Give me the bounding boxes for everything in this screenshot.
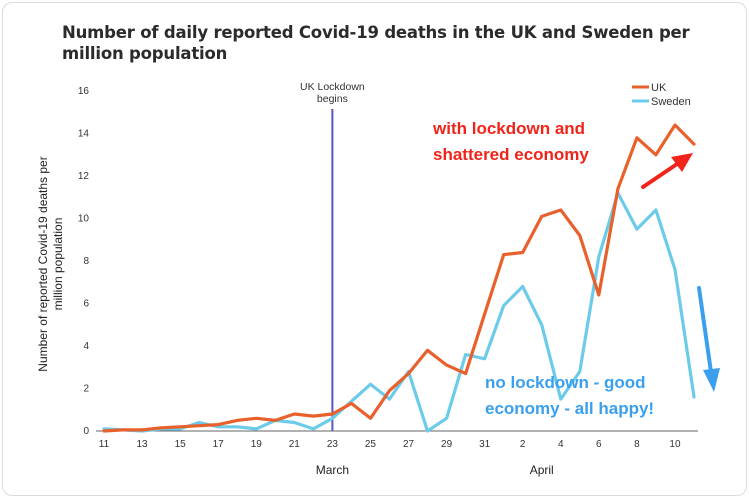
x-tick-label: 10 (669, 439, 681, 450)
x-tick-label: 4 (558, 439, 564, 450)
month-label: April (530, 463, 554, 477)
x-tick-label: 11 (99, 439, 110, 450)
x-tick-label: 19 (251, 439, 263, 450)
x-tick-label: 27 (403, 439, 415, 450)
annotation-blue-line-2: economy - all happy! (485, 399, 655, 418)
x-tick-label: 25 (365, 439, 377, 450)
y-tick-label: 16 (78, 86, 90, 97)
annotation-lockdown-note: with lockdown and shattered economy (433, 116, 589, 168)
x-tick-label: 15 (175, 439, 187, 450)
lockdown-label-line-1: UK Lockdown (300, 81, 365, 93)
y-tick-label: 10 (78, 214, 90, 225)
annotation-red-line-2: shattered economy (433, 145, 589, 164)
x-tick-label: 8 (634, 439, 640, 450)
overlay: UK Sweden (632, 82, 720, 392)
red-arrow-shaft (641, 160, 682, 189)
legend-label-uk: UK (651, 82, 667, 94)
series-line-uk (102, 123, 696, 433)
y-axis-title-line-2: million population (51, 218, 65, 311)
red-arrow-head (671, 153, 693, 172)
lockdown-label-line-2: begins (317, 93, 348, 105)
blue-arrow-head (703, 368, 720, 392)
x-tick-label: 29 (441, 439, 453, 450)
x-tick-label: 2 (520, 439, 526, 450)
y-tick-label: 0 (83, 426, 89, 437)
blue-arrow-shaft (697, 286, 713, 374)
y-tick-label: 6 (83, 299, 89, 310)
x-tick-label: 23 (327, 439, 339, 450)
y-tick-label: 4 (83, 341, 89, 352)
x-tick-label: 6 (596, 439, 602, 450)
x-tick-label: 13 (137, 439, 149, 450)
y-tick-label: 14 (78, 129, 90, 140)
chart-title: Number of daily reported Covid-19 deaths… (62, 23, 690, 63)
y-tick-label: 8 (83, 256, 89, 267)
axes: 0 2 4 6 8 10 12 14 16 11 13 15 17 19 21 23 25 27 29 31 2 4 6 8 1… (36, 86, 698, 477)
x-tick-label: 17 (213, 439, 225, 450)
legend-label-sweden: Sweden (651, 96, 691, 108)
month-label: March (316, 463, 349, 477)
annotation-blue-line-1: no lockdown - good (485, 373, 646, 392)
series-line-sweden (102, 191, 696, 433)
annotation-no-lockdown-note: no lockdown - good economy - all happy! (485, 370, 654, 422)
x-tick-label: 31 (479, 439, 491, 450)
y-tick-label: 2 (83, 384, 89, 395)
annotation-red-line-1: with lockdown and (433, 119, 586, 138)
x-tick-label: 21 (289, 439, 301, 450)
y-axis-title-line-1: Number of reported Covid-19 deaths per (36, 156, 50, 371)
y-tick-label: 12 (78, 171, 90, 182)
